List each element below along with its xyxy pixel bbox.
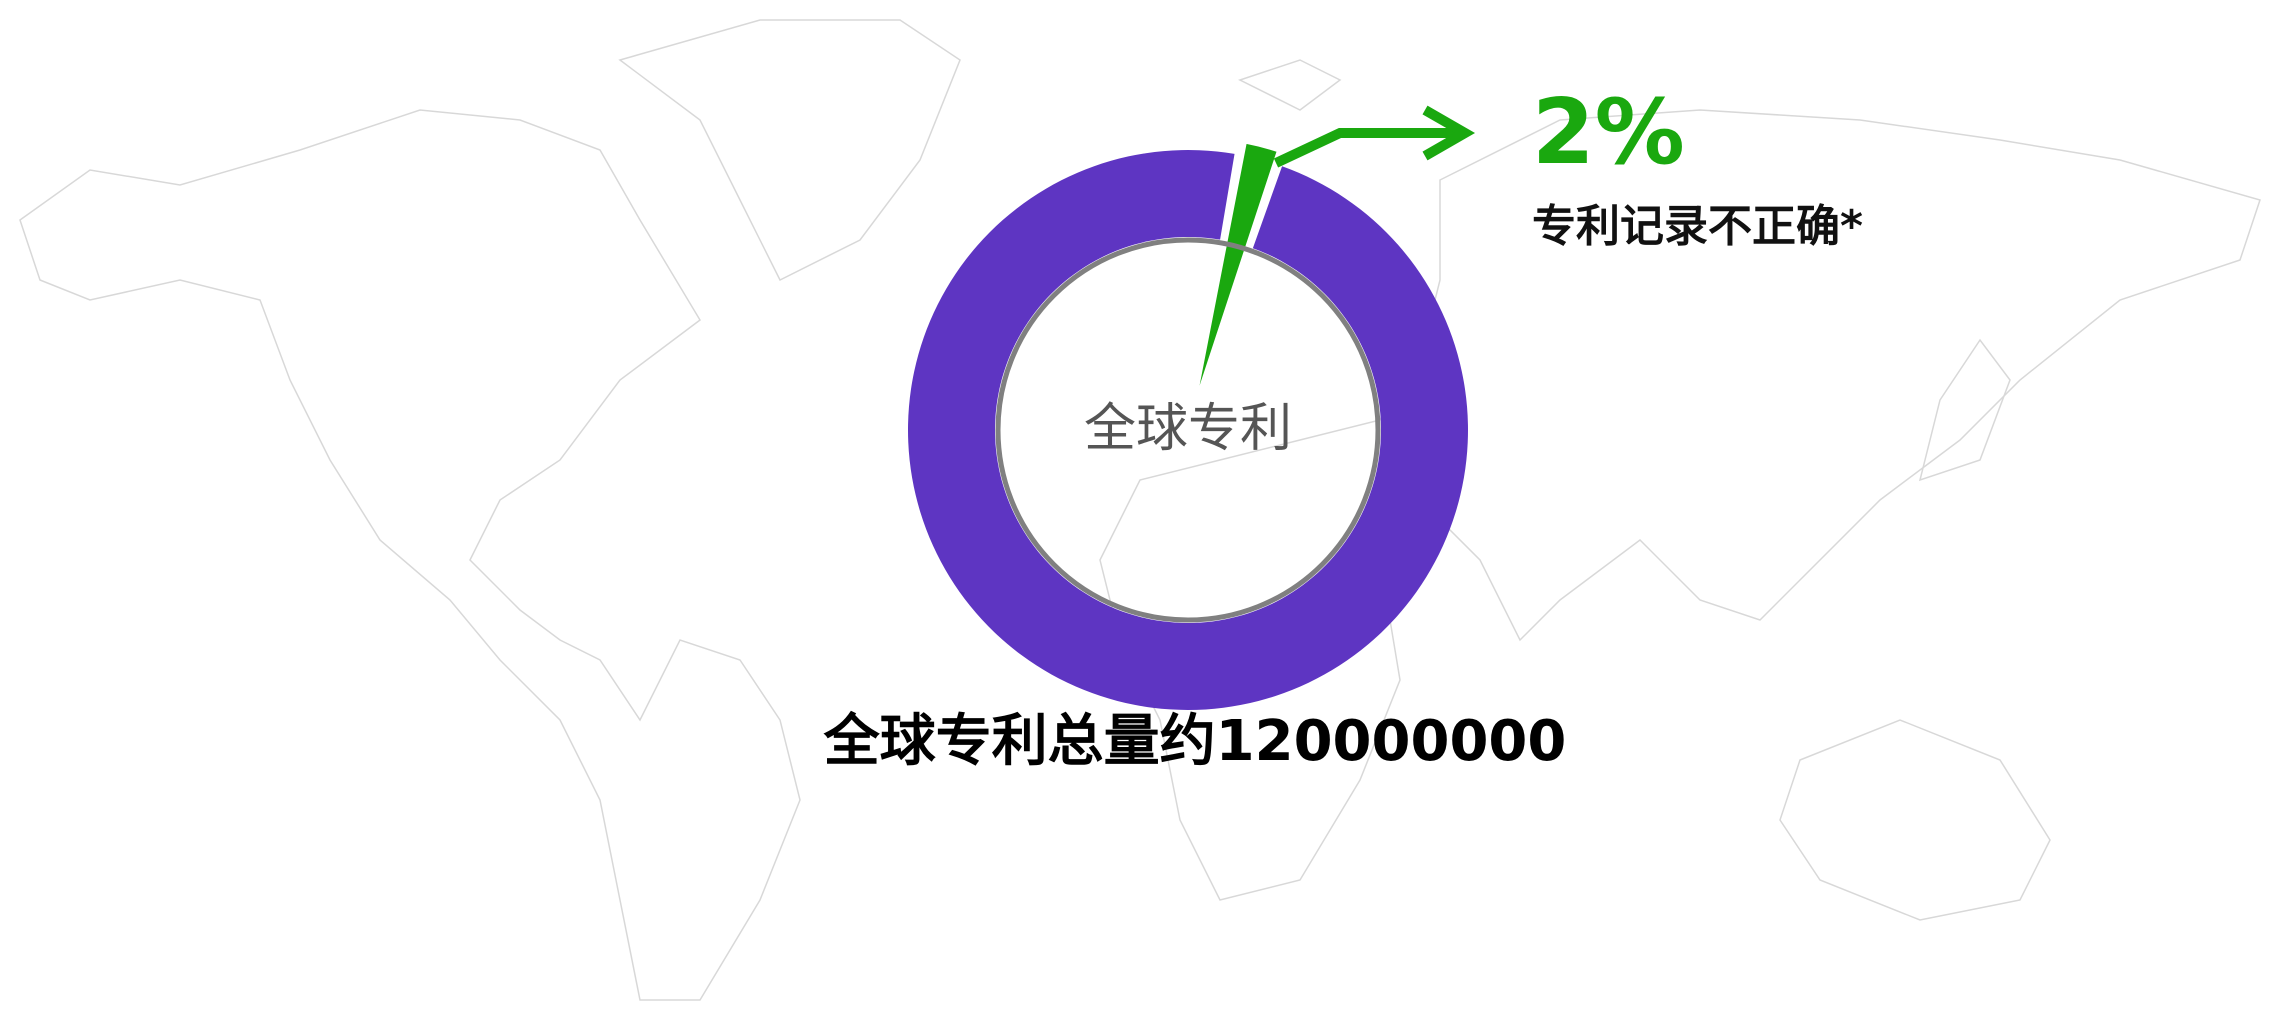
center-label: 全球专利 [1084, 399, 1292, 459]
category-label: 专利记录不正确* [1532, 201, 1863, 252]
annotation: 全球专利总量约120000000 [823, 709, 1567, 774]
inner-ring [995, 237, 1381, 623]
arrow-head [1422, 105, 1476, 161]
slice [1189, 139, 1282, 418]
arrow [1273, 128, 1465, 168]
slice [907, 150, 1468, 711]
value-label: 2% [1532, 80, 1685, 185]
world-map [19, 19, 2261, 1001]
